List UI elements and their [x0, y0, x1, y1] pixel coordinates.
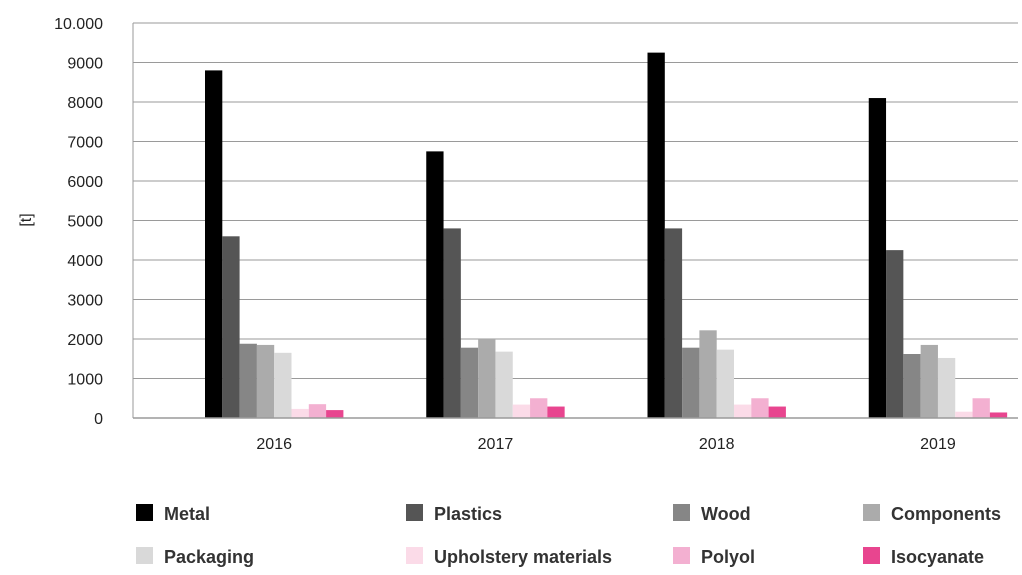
legend-label-wood: Wood: [701, 504, 751, 524]
legend-label-plastics: Plastics: [434, 504, 502, 524]
bar-components-2018: [699, 330, 717, 418]
bar-isocyanate-2018: [768, 406, 786, 418]
bar-polyol-2019: [972, 398, 990, 418]
legend-label-upholstery-materials: Upholstery materials: [434, 547, 612, 567]
bar-isocyanate-2019: [989, 412, 1008, 418]
bar-plastics-2017: [443, 228, 461, 418]
bar-isocyanate-2017: [547, 406, 565, 418]
y-tick-label: 4000: [67, 253, 103, 270]
legend: Metal Plastics Wood Components Packaging Upho…: [136, 504, 1001, 567]
bar-wood-2016: [239, 343, 257, 418]
y-axis: 0 1000 2000 3000 4000 5000 6000 7000 8000 9000 10.…: [54, 16, 134, 428]
bar-plastics-2018: [664, 228, 683, 418]
y-tick-label: 1000: [67, 372, 103, 389]
y-tick-label: 3000: [67, 293, 103, 310]
bar-wood-2017: [460, 347, 479, 418]
bar-metal-2016: [205, 70, 223, 419]
y-tick-label: 2000: [67, 332, 103, 349]
bar-upholstery-materials-2016: [291, 408, 309, 418]
legend-swatch-isocyanate: [863, 547, 880, 564]
bars: [205, 52, 1008, 419]
legend-swatch-components: [863, 504, 880, 521]
bar-metal-2019: [868, 98, 887, 419]
legend-label-isocyanate: Isocyanate: [891, 547, 984, 567]
legend-label-metal: Metal: [164, 504, 210, 524]
legend-label-packaging: Packaging: [164, 547, 254, 567]
bar-packaging-2017: [495, 351, 513, 418]
bar-upholstery-materials-2018: [734, 404, 752, 418]
legend-swatch-metal: [136, 504, 153, 521]
x-tick-label: 2017: [478, 436, 514, 453]
y-tick-label: 0: [94, 411, 103, 428]
bar-components-2016: [256, 344, 275, 418]
bar-polyol-2016: [308, 404, 327, 418]
x-tick-label: 2016: [256, 436, 292, 453]
bar-upholstery-materials-2017: [512, 404, 531, 418]
bar-plastics-2019: [886, 250, 904, 418]
bar-components-2019: [920, 344, 938, 418]
bar-packaging-2016: [274, 352, 292, 418]
legend-swatch-plastics: [406, 504, 423, 521]
legend-swatch-polyol: [673, 547, 690, 564]
bar-metal-2017: [426, 151, 444, 418]
bar-wood-2019: [903, 354, 921, 418]
x-tick-label: 2018: [699, 436, 735, 453]
bar-packaging-2019: [937, 357, 956, 418]
y-tick-label: 7000: [67, 135, 103, 152]
y-tick-label: 5000: [67, 214, 103, 231]
y-axis-label: [t]: [18, 213, 35, 226]
y-tick-label: 10.000: [54, 16, 103, 33]
y-tick-label: 9000: [67, 56, 103, 73]
legend-swatch-upholstery-materials: [406, 547, 423, 564]
legend-swatch-packaging: [136, 547, 153, 564]
y-tick-label: 8000: [67, 95, 103, 112]
legend-swatch-wood: [673, 504, 690, 521]
bar-polyol-2018: [751, 398, 769, 418]
legend-label-polyol: Polyol: [701, 547, 755, 567]
bar-plastics-2016: [222, 236, 240, 418]
bar-packaging-2018: [716, 349, 734, 418]
gridlines: [133, 22, 1018, 379]
bar-components-2017: [478, 339, 496, 418]
bar-wood-2018: [682, 347, 700, 418]
bar-isocyanate-2016: [326, 410, 344, 418]
bar-polyol-2017: [530, 398, 548, 418]
bar-metal-2018: [647, 52, 665, 418]
x-axis: 2016 2017 2018 2019: [133, 417, 1018, 453]
bar-upholstery-materials-2019: [955, 411, 973, 418]
legend-label-components: Components: [891, 504, 1001, 524]
y-tick-label: 6000: [67, 174, 103, 191]
x-tick-label: 2019: [920, 436, 956, 453]
